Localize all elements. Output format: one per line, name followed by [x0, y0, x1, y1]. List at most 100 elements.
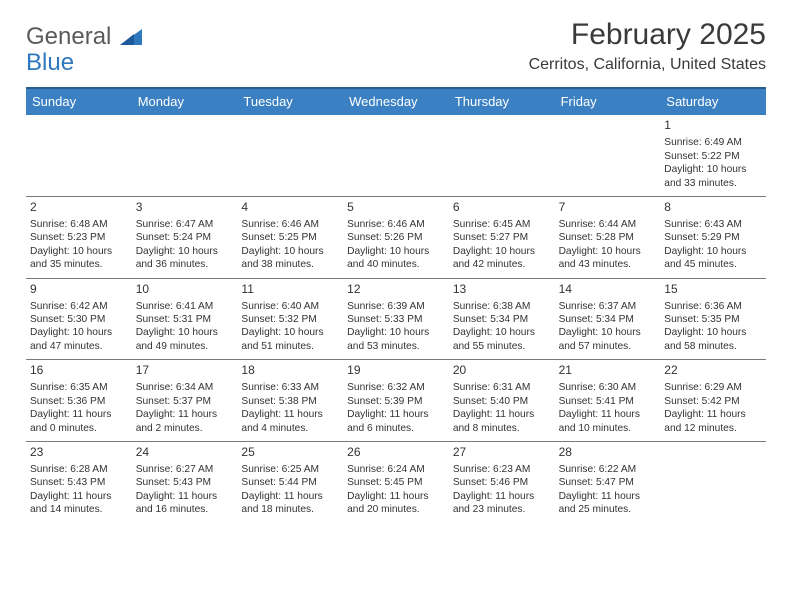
daylight-text: Daylight: 10 hours and 43 minutes.: [559, 245, 657, 272]
sunrise-text: Sunrise: 6:39 AM: [347, 300, 445, 313]
sunrise-text: Sunrise: 6:27 AM: [136, 463, 234, 476]
sunrise-text: Sunrise: 6:34 AM: [136, 381, 234, 394]
day-cell: 24 Sunrise: 6:27 AMSunset: 5:43 PMDayligh…: [132, 442, 238, 523]
sunset-text: Sunset: 5:36 PM: [30, 395, 128, 408]
title-block: February 2025 Cerritos, California, Unit…: [529, 18, 766, 74]
day-number: 6: [453, 200, 551, 216]
sunrise-text: Sunrise: 6:43 AM: [664, 218, 762, 231]
day-number: 2: [30, 200, 128, 216]
empty-cell: [132, 115, 238, 196]
logo-triangle-icon: [120, 25, 142, 50]
daylight-text: Daylight: 10 hours and 51 minutes.: [241, 326, 339, 353]
sunrise-text: Sunrise: 6:42 AM: [30, 300, 128, 313]
sunset-text: Sunset: 5:23 PM: [30, 231, 128, 244]
sunrise-text: Sunrise: 6:24 AM: [347, 463, 445, 476]
day-cell: 2 Sunrise: 6:48 AMSunset: 5:23 PMDaylight…: [26, 197, 132, 278]
logo-text: General Blue: [26, 24, 142, 75]
sunset-text: Sunset: 5:27 PM: [453, 231, 551, 244]
day-number: 10: [136, 282, 234, 298]
day-cell: 19Sunrise: 6:32 AMSunset: 5:39 PMDayligh…: [343, 360, 449, 441]
daylight-text: Daylight: 11 hours and 12 minutes.: [664, 408, 762, 435]
day-cell: 10Sunrise: 6:41 AMSunset: 5:31 PMDayligh…: [132, 279, 238, 360]
sunset-text: Sunset: 5:37 PM: [136, 395, 234, 408]
day-number: 4: [241, 200, 339, 216]
sunrise-text: Sunrise: 6:38 AM: [453, 300, 551, 313]
sunrise-text: Sunrise: 6:35 AM: [30, 381, 128, 394]
logo-line2: Blue: [26, 50, 142, 75]
daylight-text: Daylight: 11 hours and 2 minutes.: [136, 408, 234, 435]
day-number: 3: [136, 200, 234, 216]
sunset-text: Sunset: 5:38 PM: [241, 395, 339, 408]
sunrise-text: Sunrise: 6:25 AM: [241, 463, 339, 476]
sunset-text: Sunset: 5:40 PM: [453, 395, 551, 408]
sunset-text: Sunset: 5:32 PM: [241, 313, 339, 326]
sunrise-text: Sunrise: 6:41 AM: [136, 300, 234, 313]
day-cell: 1Sunrise: 6:49 AMSunset: 5:22 PMDaylight…: [660, 115, 766, 196]
sunrise-text: Sunrise: 6:37 AM: [559, 300, 657, 313]
day-number: 7: [559, 200, 657, 216]
day-number: 17: [136, 363, 234, 379]
day-cell: 28Sunrise: 6:22 AMSunset: 5:47 PMDayligh…: [555, 442, 661, 523]
day-number: 20: [453, 363, 551, 379]
sunset-text: Sunset: 5:33 PM: [347, 313, 445, 326]
day-number: 19: [347, 363, 445, 379]
day-number: 13: [453, 282, 551, 298]
sunrise-text: Sunrise: 6:47 AM: [136, 218, 234, 231]
sunrise-text: Sunrise: 6:28 AM: [30, 463, 128, 476]
day-number: 25: [241, 445, 339, 461]
day-cell: 11Sunrise: 6:40 AMSunset: 5:32 PMDayligh…: [237, 279, 343, 360]
sunrise-text: Sunrise: 6:46 AM: [347, 218, 445, 231]
sunrise-text: Sunrise: 6:49 AM: [664, 136, 762, 149]
day-number: 24: [136, 445, 234, 461]
day-cell: 8Sunrise: 6:43 AMSunset: 5:29 PMDaylight…: [660, 197, 766, 278]
daylight-text: Daylight: 11 hours and 23 minutes.: [453, 490, 551, 517]
sunset-text: Sunset: 5:43 PM: [136, 476, 234, 489]
day-cell: 12Sunrise: 6:39 AMSunset: 5:33 PMDayligh…: [343, 279, 449, 360]
day-cell: 13Sunrise: 6:38 AMSunset: 5:34 PMDayligh…: [449, 279, 555, 360]
day-header-cell: Thursday: [449, 89, 555, 115]
sunrise-text: Sunrise: 6:31 AM: [453, 381, 551, 394]
week-row: 23Sunrise: 6:28 AMSunset: 5:43 PMDayligh…: [26, 441, 766, 523]
day-cell: 26Sunrise: 6:24 AMSunset: 5:45 PMDayligh…: [343, 442, 449, 523]
sunset-text: Sunset: 5:29 PM: [664, 231, 762, 244]
daylight-text: Daylight: 11 hours and 25 minutes.: [559, 490, 657, 517]
day-cell: 18Sunrise: 6:33 AMSunset: 5:38 PMDayligh…: [237, 360, 343, 441]
sunrise-text: Sunrise: 6:29 AM: [664, 381, 762, 394]
day-cell: 23Sunrise: 6:28 AMSunset: 5:43 PMDayligh…: [26, 442, 132, 523]
sunset-text: Sunset: 5:39 PM: [347, 395, 445, 408]
daylight-text: Daylight: 10 hours and 53 minutes.: [347, 326, 445, 353]
daylight-text: Daylight: 10 hours and 58 minutes.: [664, 326, 762, 353]
daylight-text: Daylight: 11 hours and 10 minutes.: [559, 408, 657, 435]
day-header-row: SundayMondayTuesdayWednesdayThursdayFrid…: [26, 89, 766, 115]
day-header-cell: Friday: [555, 89, 661, 115]
day-cell: 25Sunrise: 6:25 AMSunset: 5:44 PMDayligh…: [237, 442, 343, 523]
day-cell: 20Sunrise: 6:31 AMSunset: 5:40 PMDayligh…: [449, 360, 555, 441]
sunset-text: Sunset: 5:35 PM: [664, 313, 762, 326]
sunset-text: Sunset: 5:30 PM: [30, 313, 128, 326]
daylight-text: Daylight: 10 hours and 33 minutes.: [664, 163, 762, 190]
daylight-text: Daylight: 10 hours and 40 minutes.: [347, 245, 445, 272]
daylight-text: Daylight: 11 hours and 20 minutes.: [347, 490, 445, 517]
day-number: 26: [347, 445, 445, 461]
day-header-cell: Tuesday: [237, 89, 343, 115]
day-number: 9: [30, 282, 128, 298]
sunset-text: Sunset: 5:28 PM: [559, 231, 657, 244]
daylight-text: Daylight: 10 hours and 42 minutes.: [453, 245, 551, 272]
sunset-text: Sunset: 5:22 PM: [664, 150, 762, 163]
daylight-text: Daylight: 10 hours and 35 minutes.: [30, 245, 128, 272]
day-cell: 22Sunrise: 6:29 AMSunset: 5:42 PMDayligh…: [660, 360, 766, 441]
day-number: 16: [30, 363, 128, 379]
sunset-text: Sunset: 5:34 PM: [559, 313, 657, 326]
daylight-text: Daylight: 10 hours and 36 minutes.: [136, 245, 234, 272]
logo-line1: General: [26, 23, 111, 50]
daylight-text: Daylight: 11 hours and 14 minutes.: [30, 490, 128, 517]
sunrise-text: Sunrise: 6:22 AM: [559, 463, 657, 476]
day-cell: 9Sunrise: 6:42 AMSunset: 5:30 PMDaylight…: [26, 279, 132, 360]
daylight-text: Daylight: 11 hours and 16 minutes.: [136, 490, 234, 517]
sunrise-text: Sunrise: 6:48 AM: [30, 218, 128, 231]
day-number: 21: [559, 363, 657, 379]
empty-cell: [237, 115, 343, 196]
day-cell: 27Sunrise: 6:23 AMSunset: 5:46 PMDayligh…: [449, 442, 555, 523]
sunset-text: Sunset: 5:42 PM: [664, 395, 762, 408]
empty-cell: [343, 115, 449, 196]
